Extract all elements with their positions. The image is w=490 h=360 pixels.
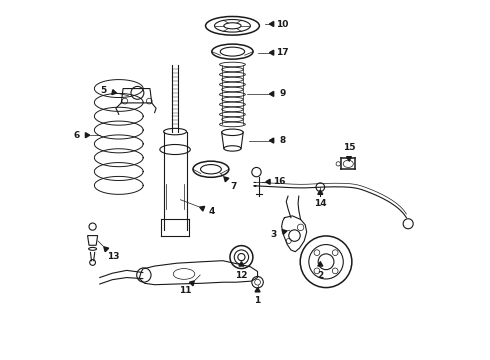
Text: 7: 7 <box>230 182 237 191</box>
Text: 5: 5 <box>100 86 107 95</box>
Polygon shape <box>190 281 194 286</box>
Polygon shape <box>282 230 287 234</box>
Text: 3: 3 <box>271 230 277 239</box>
Polygon shape <box>346 157 351 161</box>
Polygon shape <box>270 50 274 55</box>
Text: 12: 12 <box>235 270 247 279</box>
Polygon shape <box>318 262 323 266</box>
Text: 1: 1 <box>254 296 261 305</box>
Polygon shape <box>255 288 260 292</box>
Polygon shape <box>224 177 229 182</box>
Polygon shape <box>266 179 270 184</box>
Polygon shape <box>104 247 109 252</box>
Text: 10: 10 <box>276 19 289 28</box>
Polygon shape <box>270 22 274 27</box>
Text: 16: 16 <box>273 177 285 186</box>
Text: 13: 13 <box>107 252 120 261</box>
Polygon shape <box>318 190 323 194</box>
Text: 8: 8 <box>279 136 286 145</box>
Text: 4: 4 <box>209 207 215 216</box>
Polygon shape <box>239 262 244 266</box>
Polygon shape <box>270 138 274 143</box>
Text: 9: 9 <box>279 89 286 98</box>
Text: 11: 11 <box>179 286 191 295</box>
Polygon shape <box>85 133 90 138</box>
Text: 2: 2 <box>317 270 323 279</box>
Text: 17: 17 <box>276 48 289 57</box>
Polygon shape <box>270 91 274 96</box>
Polygon shape <box>200 206 205 211</box>
Text: 14: 14 <box>314 199 327 208</box>
Text: 6: 6 <box>74 131 79 140</box>
Text: 15: 15 <box>343 143 355 152</box>
Polygon shape <box>112 90 117 95</box>
